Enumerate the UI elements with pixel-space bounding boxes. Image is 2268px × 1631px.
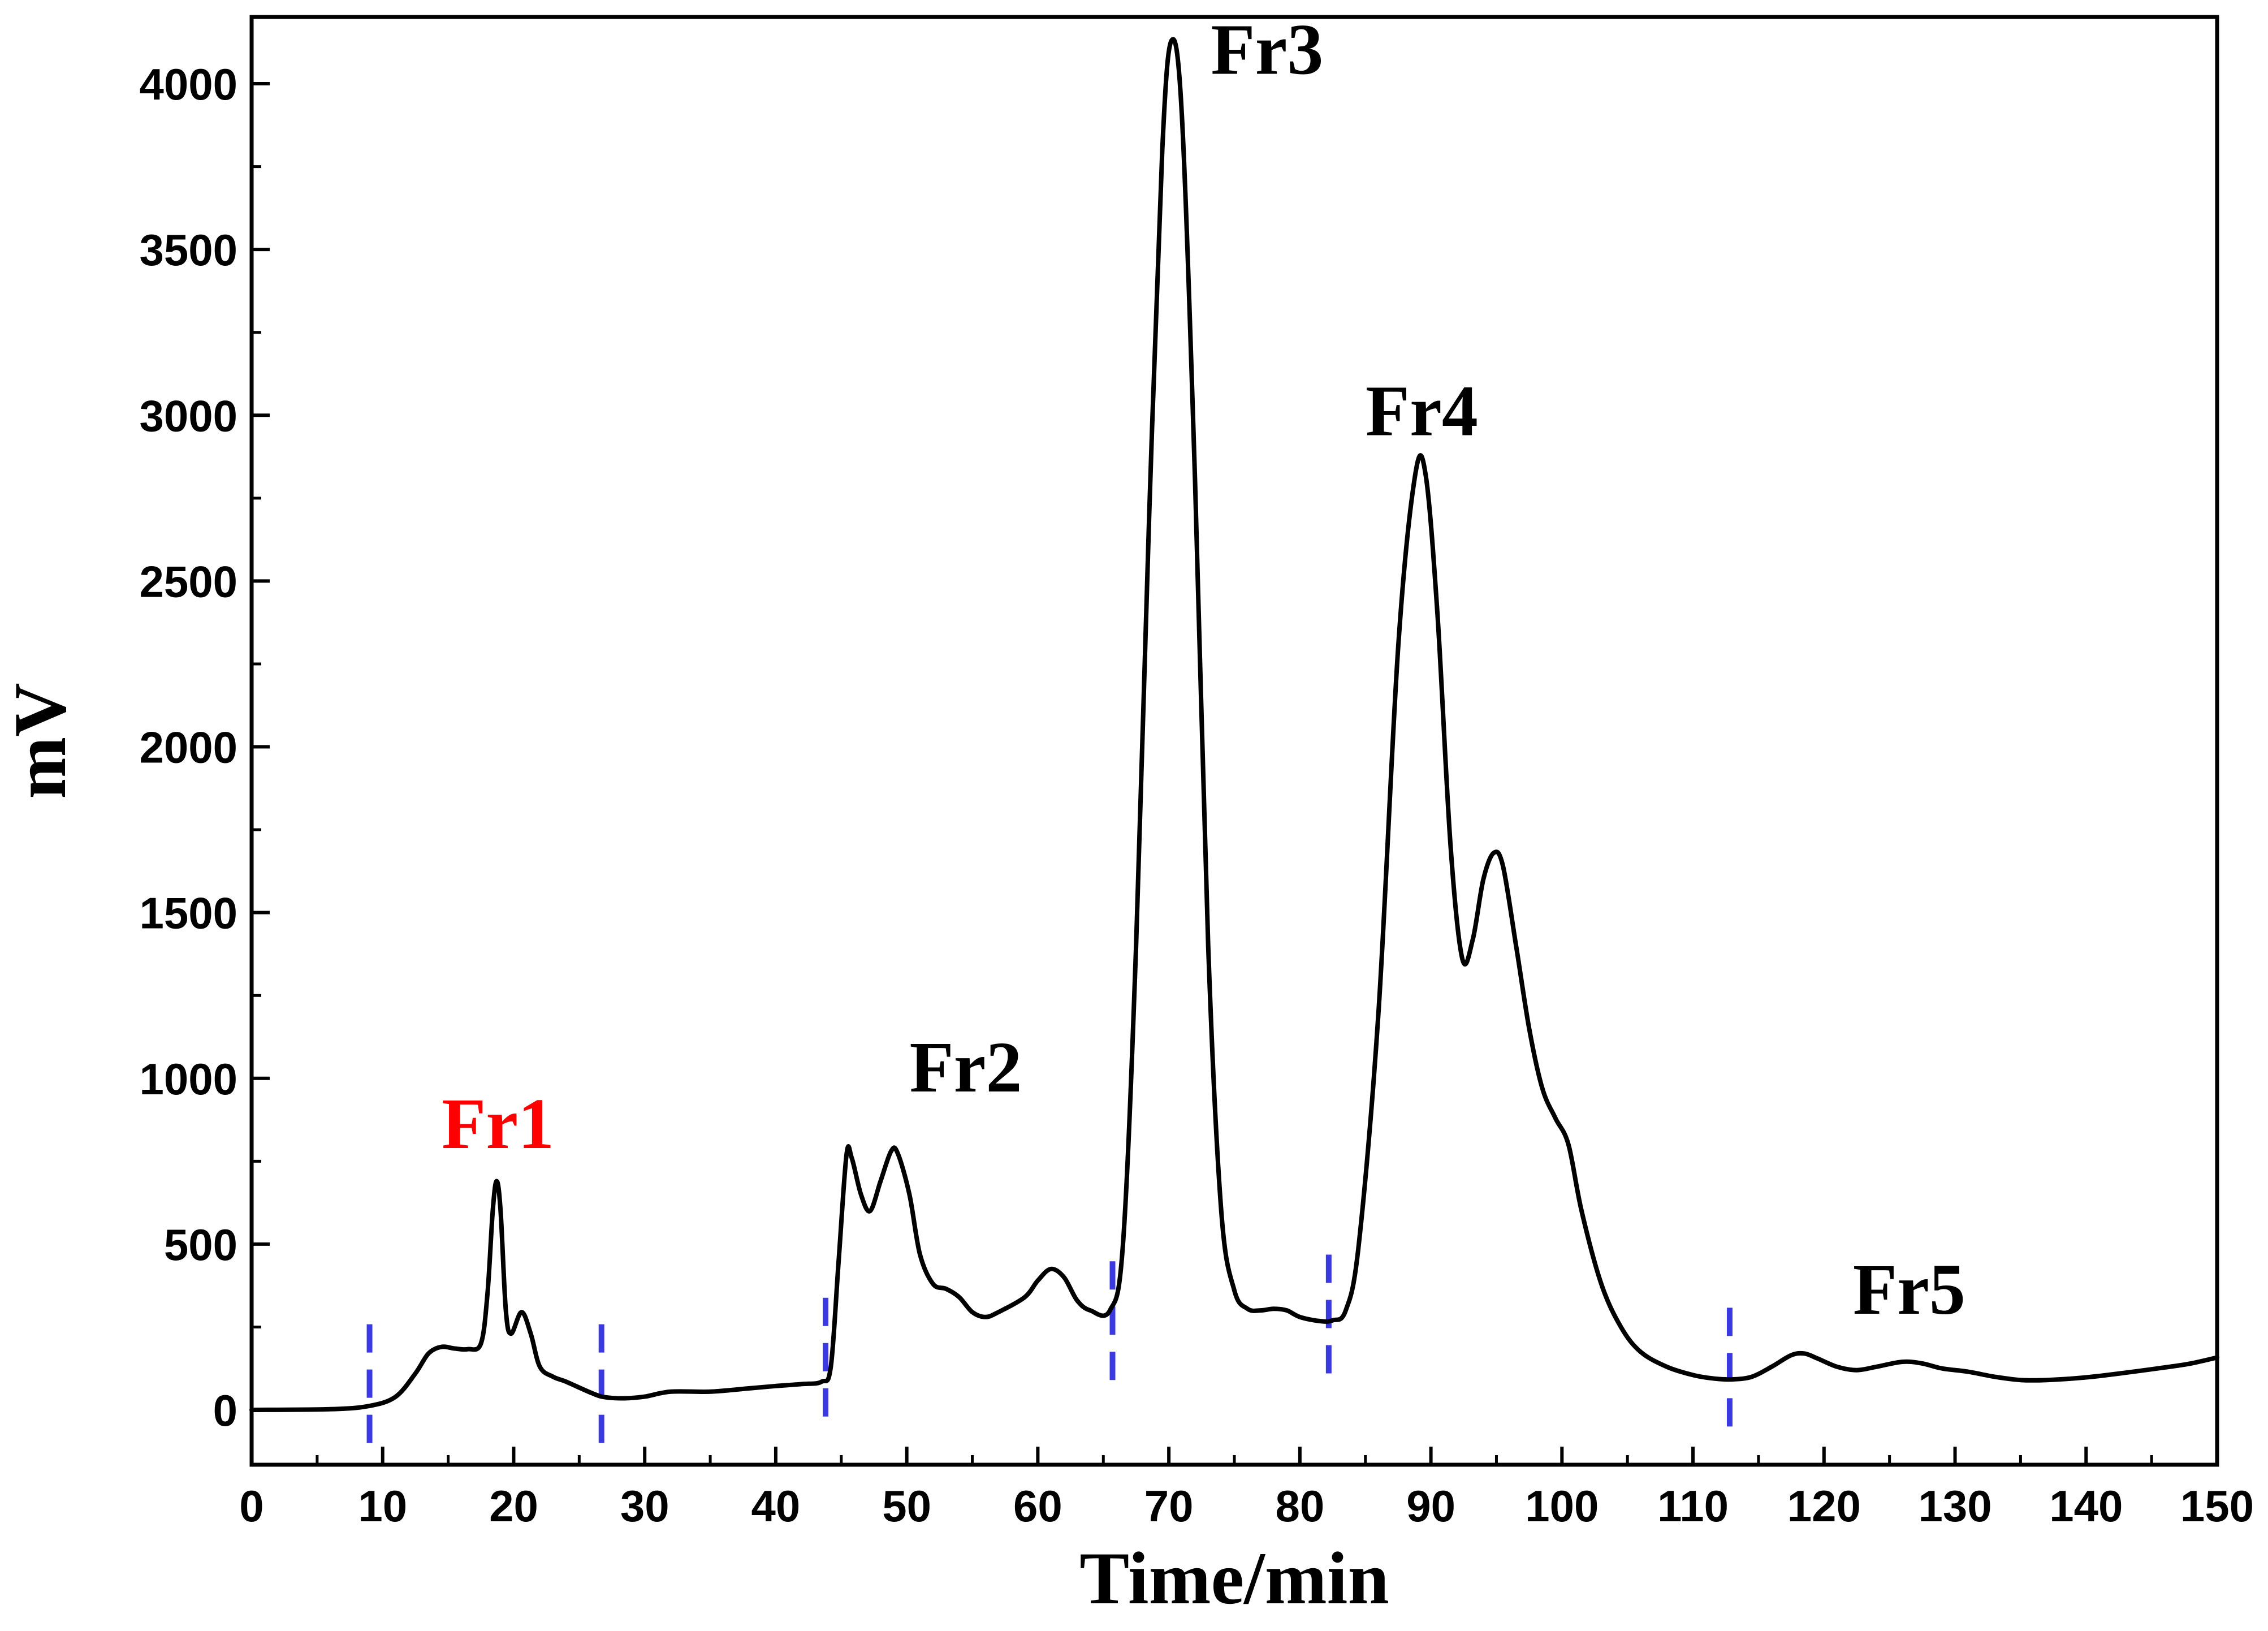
y-tick-label: 1500	[139, 888, 237, 938]
x-tick-label: 90	[1406, 1481, 1455, 1531]
chromatogram-line	[249, 37, 2219, 1412]
x-tick-label: 60	[1013, 1481, 1062, 1531]
peak-labels: Fr1 Fr2 Fr3 Fr4 Fr5	[442, 9, 1965, 1330]
x-axis-title: Time/min	[1079, 1537, 1389, 1620]
peak-label-fr5: Fr5	[1853, 1249, 1965, 1330]
x-tick-label: 130	[1918, 1481, 1991, 1531]
y-tick-label: 2000	[139, 723, 237, 773]
y-tick-label: 4000	[139, 59, 237, 109]
axis-ticks: 0 10 20 30 40 50 60 70 80 90 100 110 120 130 140 150050…	[139, 59, 2254, 1531]
x-tick-label: 20	[489, 1481, 538, 1531]
x-tick-label: 150	[2180, 1481, 2254, 1531]
y-tick-label: 3500	[139, 225, 237, 275]
x-tick-label: 50	[882, 1481, 931, 1531]
x-tick-label: 140	[2049, 1481, 2123, 1531]
x-tick-label: 110	[1657, 1481, 1729, 1531]
y-axis-title: mV	[0, 683, 81, 799]
x-tick-label: 10	[358, 1481, 407, 1531]
y-tick-label: 0	[213, 1386, 237, 1435]
y-tick-label: 500	[164, 1220, 237, 1270]
x-tick-label: 120	[1787, 1481, 1861, 1531]
x-tick-label: 100	[1525, 1481, 1599, 1531]
fraction-dividers	[366, 1247, 1733, 1443]
x-tick-label: 80	[1275, 1481, 1324, 1531]
peak-label-fr2: Fr2	[909, 1027, 1022, 1107]
y-tick-label: 3000	[139, 391, 237, 441]
x-tick-label: 40	[751, 1481, 801, 1531]
y-tick-label: 2500	[139, 556, 237, 606]
peak-label-fr4: Fr4	[1366, 370, 1478, 451]
x-tick-label: 70	[1144, 1481, 1194, 1531]
y-tick-label: 1000	[139, 1054, 237, 1104]
x-tick-label: 0	[239, 1481, 263, 1531]
x-tick-label: 30	[620, 1481, 669, 1531]
peak-label-fr1: Fr1	[442, 1084, 554, 1164]
plot-frame	[249, 15, 2219, 1467]
peak-label-fr3: Fr3	[1211, 9, 1323, 89]
